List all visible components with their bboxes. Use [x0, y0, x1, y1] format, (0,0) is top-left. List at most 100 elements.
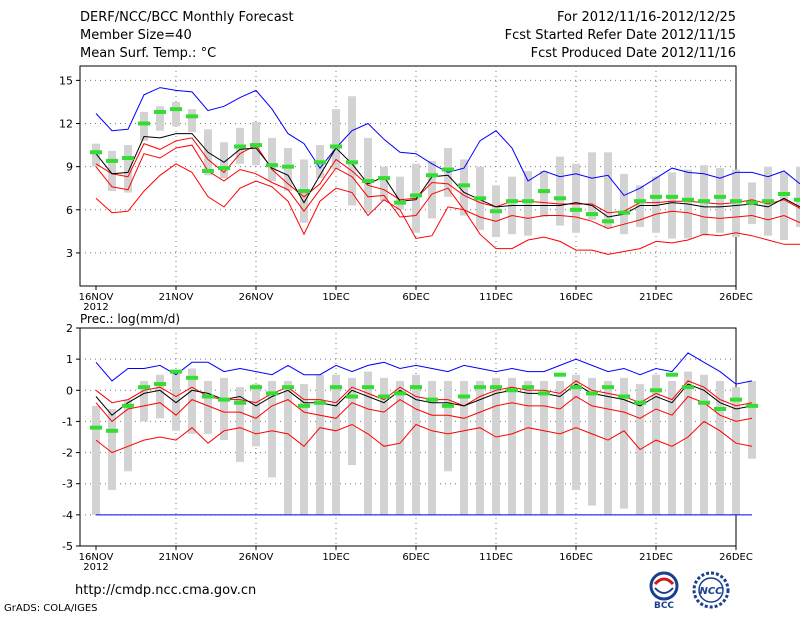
- x-tick-label: 21NOV: [159, 552, 194, 563]
- median-marker: [410, 385, 422, 390]
- median-marker: [186, 114, 198, 119]
- ncc-logo-icon: NCC: [692, 571, 730, 609]
- median-marker: [602, 219, 614, 224]
- median-marker: [666, 194, 678, 199]
- box-bar: [348, 377, 356, 466]
- x-tick-label: 21DEC: [639, 292, 673, 303]
- median-marker: [122, 403, 134, 408]
- box-bar: [220, 377, 228, 441]
- box-bar: [124, 145, 132, 193]
- precip-panel-title: Prec.: log(mm/d): [80, 312, 180, 326]
- box-bar: [684, 371, 692, 515]
- median-marker: [394, 391, 406, 396]
- box-bar: [588, 377, 596, 506]
- x-year-label: 2012: [83, 302, 108, 313]
- forecast-range: For 2012/11/16-2012/12/25: [557, 10, 736, 25]
- median-marker: [90, 425, 102, 430]
- y-tick-label: 12: [59, 118, 73, 131]
- median-marker: [218, 397, 230, 402]
- median-marker: [602, 385, 614, 390]
- box-bar: [460, 380, 468, 515]
- median-marker: [570, 385, 582, 390]
- box-bar: [236, 387, 244, 462]
- box-bar: [412, 374, 420, 515]
- median-marker: [682, 385, 694, 390]
- box-bar: [124, 399, 132, 472]
- min-line: [95, 163, 800, 255]
- y-tick-label: -2: [62, 447, 73, 460]
- median-marker: [490, 209, 502, 214]
- median-marker: [618, 394, 630, 399]
- x-tick-label: 16DEC: [559, 552, 593, 563]
- box-bar: [444, 380, 452, 472]
- median-marker: [554, 196, 566, 201]
- x-tick-label: 6DEC: [402, 292, 429, 303]
- box-bar: [508, 377, 516, 515]
- box-bar: [652, 176, 660, 233]
- y-tick-label: -4: [62, 509, 73, 522]
- source-url[interactable]: http://cmdp.ncc.cma.gov.cn: [75, 583, 257, 598]
- x-tick-label: 1DEC: [322, 552, 349, 563]
- x-tick-label: 11DEC: [479, 552, 513, 563]
- max-line: [95, 352, 753, 385]
- median-marker: [154, 382, 166, 387]
- box-bar: [140, 380, 148, 422]
- fcst-produced-date: Fcst Produced Date 2012/11/16: [530, 46, 736, 61]
- box-bar: [428, 380, 436, 515]
- box-bar: [140, 112, 148, 141]
- median-marker: [586, 212, 598, 217]
- box-bar: [300, 384, 308, 515]
- median-marker: [714, 194, 726, 199]
- box-bar: [572, 374, 580, 490]
- median-marker: [330, 385, 342, 390]
- x-tick-label: 21DEC: [639, 552, 673, 563]
- chart-title: DERF/NCC/BCC Monthly Forecast: [80, 10, 294, 25]
- box-bar: [268, 380, 276, 478]
- box-bar: [284, 147, 292, 192]
- box-bar: [780, 172, 788, 240]
- box-bar: [252, 384, 260, 447]
- box-bar: [636, 185, 644, 228]
- median-marker: [746, 403, 758, 408]
- box-bar: [556, 156, 564, 226]
- x-tick-label: 26DEC: [719, 552, 753, 563]
- y-tick-label: 9: [66, 161, 73, 174]
- box-bar: [524, 380, 532, 515]
- bcc-logo-icon: BCC: [649, 571, 679, 610]
- median-marker: [682, 197, 694, 202]
- median-marker: [554, 372, 566, 377]
- x-tick-label: 16DEC: [559, 292, 593, 303]
- x-year-label: 2012: [83, 562, 108, 573]
- median-marker: [138, 385, 150, 390]
- median-marker: [298, 403, 310, 408]
- median-marker: [618, 210, 630, 215]
- median-marker: [266, 163, 278, 168]
- median-marker: [362, 385, 374, 390]
- median-marker: [634, 400, 646, 405]
- y-tick-label: 6: [66, 204, 73, 217]
- member-size: Member Size=40: [80, 28, 192, 43]
- box-bar: [108, 408, 116, 490]
- box-bar: [396, 176, 404, 210]
- median-marker: [186, 375, 198, 380]
- median-marker: [266, 391, 278, 396]
- box-bar: [316, 374, 324, 515]
- median-marker: [714, 406, 726, 411]
- box-bar: [652, 374, 660, 515]
- x-tick-label: 26NOV: [239, 292, 274, 303]
- median-marker: [490, 385, 502, 390]
- median-marker: [474, 196, 486, 201]
- box-bar: [588, 152, 596, 220]
- median-marker: [570, 207, 582, 212]
- median-marker: [106, 428, 118, 433]
- box-bar: [796, 166, 800, 228]
- median-marker: [314, 160, 326, 165]
- box-bar: [732, 387, 740, 515]
- ncc-logo-text: NCC: [699, 586, 723, 597]
- y-tick-label: 15: [59, 74, 73, 87]
- median-marker: [634, 199, 646, 204]
- lower-band-line: [95, 144, 800, 230]
- lower-band-line: [95, 395, 753, 423]
- median-marker: [506, 388, 518, 393]
